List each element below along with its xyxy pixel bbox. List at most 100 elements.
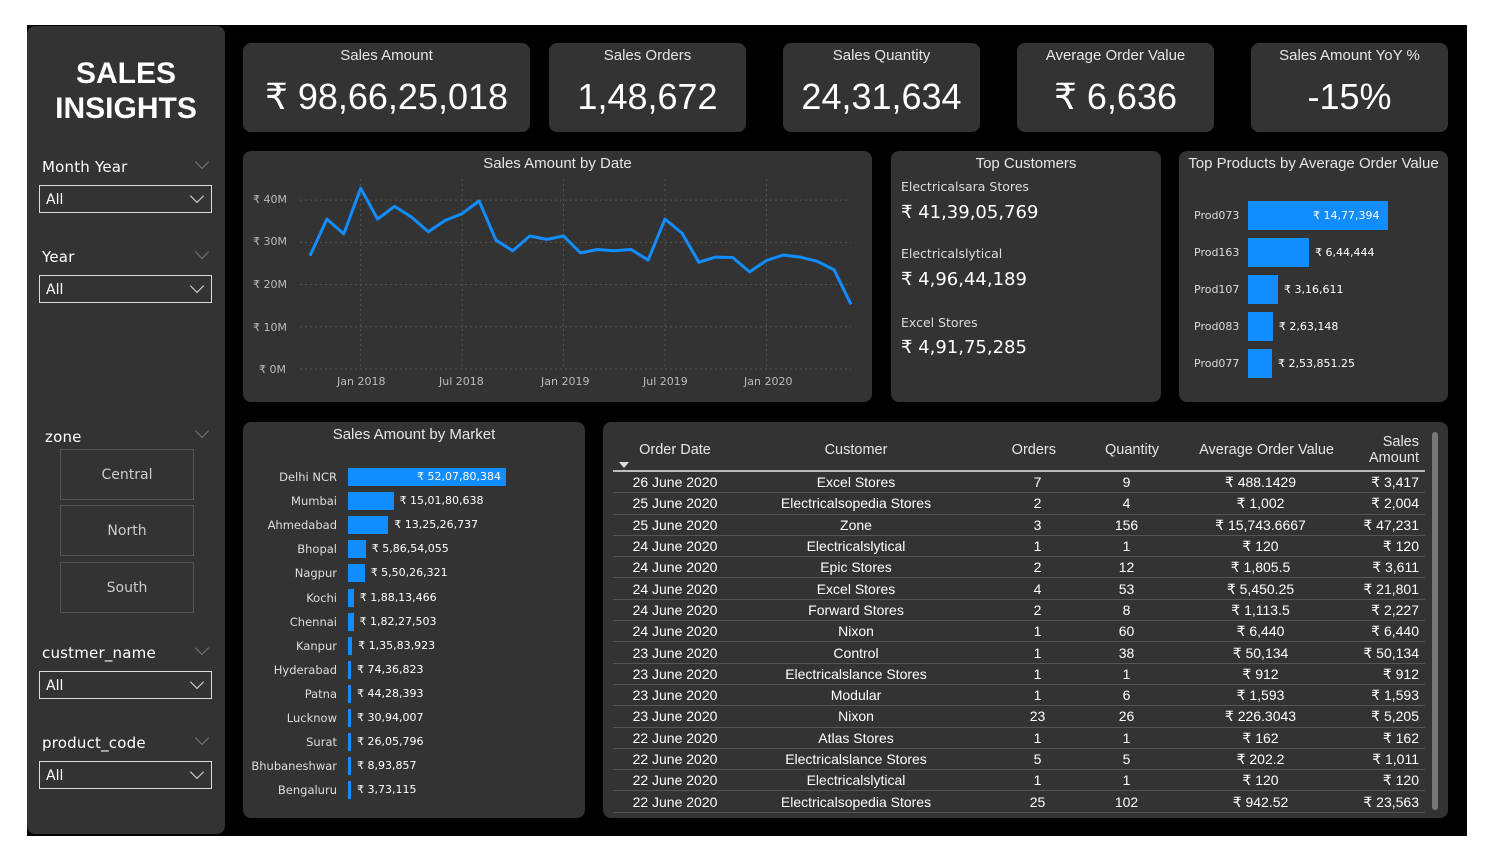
table-row[interactable]: 22 June 2020 Atlas Stores 1 1 ₹ 162 ₹ 162 bbox=[613, 727, 1425, 749]
table-cell: ₹ 15,743.6667 bbox=[1163, 514, 1338, 536]
sales-by-date-chart[interactable]: Sales Amount by Date ₹ 40M ₹ 30M ₹ 20M ₹… bbox=[243, 151, 872, 402]
year-label: Year bbox=[42, 248, 75, 266]
market-value-label: ₹ 1,35,83,923 bbox=[358, 638, 436, 652]
market-bar[interactable] bbox=[348, 684, 351, 703]
chevron-down-icon[interactable] bbox=[194, 154, 210, 170]
table-cell: 1 bbox=[975, 641, 1060, 664]
table-cell: 9 bbox=[1060, 471, 1163, 494]
zone-option-north[interactable]: North bbox=[60, 505, 194, 556]
kpi-label: Average Order Value bbox=[1045, 47, 1186, 64]
table-row[interactable]: 23 June 2020 Nixon 23 26 ₹ 226.3043 ₹ 5,205 bbox=[613, 705, 1425, 728]
table-cell: Electricalslance Stores bbox=[737, 663, 975, 685]
market-label: Kochi bbox=[306, 590, 337, 605]
market-label: Mumbai bbox=[291, 494, 337, 509]
market-bar[interactable] bbox=[348, 781, 351, 800]
table-cell: 12 bbox=[1060, 556, 1163, 579]
header-customer[interactable]: Customer bbox=[737, 430, 975, 472]
table-row[interactable]: 22 June 2020 Electricalsopedia Stores 25 10… bbox=[613, 790, 1425, 813]
header-sales-amount[interactable]: Sales Amount bbox=[1338, 430, 1425, 472]
table-cell: 38 bbox=[1060, 641, 1163, 664]
kpi-sales-yoy[interactable]: Sales Amount YoY % -15% bbox=[1251, 43, 1448, 132]
header-order-date[interactable]: Order Date bbox=[613, 430, 737, 472]
table-cell: Nixon bbox=[737, 620, 975, 643]
table-row[interactable]: 24 June 2020 Nixon 1 60 ₹ 6,440 ₹ 6,440 bbox=[613, 620, 1425, 643]
table-row[interactable]: 26 June 2020 Excel Stores 7 9 ₹ 488.1429 ₹ 3,… bbox=[613, 471, 1425, 494]
table-cell: 60 bbox=[1060, 620, 1163, 643]
table-cell: ₹ 2,004 bbox=[1338, 492, 1425, 515]
zone-option-central[interactable]: Central bbox=[60, 449, 194, 500]
table-cell: Excel Stores bbox=[737, 471, 975, 494]
market-bar[interactable] bbox=[348, 660, 351, 679]
table-row[interactable]: 24 June 2020 Epic Stores 2 12 ₹ 1,805.5 ₹ 3,6… bbox=[613, 556, 1425, 579]
product-label: Prod163 bbox=[1194, 246, 1240, 259]
table-row[interactable]: 23 June 2020 Electricalslance Stores 1 1 ₹ 9… bbox=[613, 663, 1425, 685]
table-scrollbar[interactable] bbox=[1432, 432, 1438, 810]
table-cell: 25 June 2020 bbox=[613, 492, 737, 515]
product-bar[interactable] bbox=[1248, 201, 1388, 230]
market-bar[interactable] bbox=[348, 636, 353, 655]
kpi-sales-orders[interactable]: Sales Orders 1,48,672 bbox=[549, 43, 746, 132]
market-bar[interactable] bbox=[348, 468, 506, 486]
market-bar[interactable] bbox=[348, 492, 394, 511]
table-row[interactable]: 22 June 2020 Electricalslance Stores 5 5 ₹ 2… bbox=[613, 748, 1425, 771]
header-average-order-value[interactable]: Average Order Value bbox=[1163, 430, 1338, 472]
kpi-average-order-value[interactable]: Average Order Value ₹ 6,636 bbox=[1017, 43, 1214, 132]
month-year-select[interactable]: All bbox=[39, 185, 212, 213]
customer-name: Electricalslytical bbox=[901, 246, 1003, 261]
table-cell: 102 bbox=[1060, 790, 1163, 813]
market-bar[interactable] bbox=[348, 757, 351, 776]
table-cell: 26 June 2020 bbox=[613, 471, 737, 494]
market-value-label: ₹ 26,05,796 bbox=[357, 735, 424, 749]
table-row[interactable]: 24 June 2020 Excel Stores 4 53 ₹ 5,450.25 ₹ 2… bbox=[613, 577, 1425, 600]
header-orders[interactable]: Orders bbox=[975, 430, 1060, 472]
chevron-down-icon[interactable] bbox=[194, 244, 210, 260]
table-row[interactable]: 24 June 2020 Forward Stores 2 8 ₹ 1,113.5 ₹ 2… bbox=[613, 599, 1425, 622]
market-bar[interactable] bbox=[348, 516, 389, 535]
product-select[interactable]: All bbox=[39, 761, 212, 789]
product-bar[interactable] bbox=[1248, 238, 1310, 267]
market-bar[interactable] bbox=[348, 588, 354, 607]
market-value-label: ₹ 74,36,823 bbox=[357, 662, 424, 676]
chevron-down-icon[interactable] bbox=[194, 640, 210, 656]
table-cell: 2 bbox=[975, 556, 1060, 579]
market-bar[interactable] bbox=[348, 709, 351, 727]
product-value-label: ₹ 3,16,611 bbox=[1284, 283, 1344, 296]
zone-option-south[interactable]: South bbox=[60, 562, 194, 613]
product-bar[interactable] bbox=[1248, 275, 1278, 304]
table-cell: 25 bbox=[975, 790, 1060, 813]
chevron-down-icon[interactable] bbox=[194, 730, 210, 746]
header-quantity[interactable]: Quantity bbox=[1060, 430, 1163, 472]
product-bar[interactable] bbox=[1248, 349, 1273, 378]
table-cell: Forward Stores bbox=[737, 599, 975, 622]
kpi-sales-quantity[interactable]: Sales Quantity 24,31,634 bbox=[783, 43, 980, 132]
product-bar[interactable] bbox=[1248, 312, 1273, 341]
market-bar[interactable] bbox=[348, 612, 354, 631]
table-cell: 22 June 2020 bbox=[613, 769, 737, 792]
customer-name: Electricalsara Stores bbox=[901, 179, 1029, 194]
table-row[interactable]: 24 June 2020 Electricalslytical 1 1 ₹ 120 ₹ 1… bbox=[613, 535, 1425, 558]
chevron-down-icon[interactable] bbox=[194, 423, 210, 439]
orders-table-panel[interactable]: Order Date Customer Orders Quantity Aver… bbox=[603, 422, 1448, 818]
table-row[interactable]: 25 June 2020 Electricalsopedia Stores 2 4 ₹ … bbox=[613, 492, 1425, 515]
kpi-sales-amount[interactable]: Sales Amount ₹ 98,66,25,018 bbox=[243, 43, 530, 132]
sales-line[interactable] bbox=[308, 186, 853, 306]
top-products-chart[interactable]: Top Products by Average Order Value Prod… bbox=[1179, 151, 1448, 402]
y-tick-label: ₹ 10M bbox=[253, 321, 287, 334]
market-bar[interactable] bbox=[348, 540, 366, 559]
sales-by-market-chart[interactable]: Sales Amount by Market Delhi NCR ₹ 52,07,… bbox=[243, 422, 585, 818]
top-customers-card[interactable]: Top Customers Electricalsara Stores ₹ 41… bbox=[891, 151, 1161, 402]
customer-select[interactable]: All bbox=[39, 671, 212, 699]
customer-name: Excel Stores bbox=[901, 315, 978, 330]
table-row[interactable]: 22 June 2020 Electricalslytical 1 1 ₹ 120 ₹ 1… bbox=[613, 769, 1425, 792]
table-row[interactable]: 23 June 2020 Modular 1 6 ₹ 1,593 ₹ 1,593 bbox=[613, 684, 1425, 707]
table-cell: 24 June 2020 bbox=[613, 599, 737, 622]
market-value-label: ₹ 1,82,27,503 bbox=[359, 614, 437, 628]
x-tick-label: Jul 2018 bbox=[439, 375, 484, 388]
table-row[interactable]: 23 June 2020 Control 1 38 ₹ 50,134 ₹ 50,134 bbox=[613, 641, 1425, 664]
table-row[interactable]: 25 June 2020 Zone 3 156 ₹ 15,743.6667 ₹ 47,23… bbox=[613, 514, 1425, 536]
table-cell: ₹ 120 bbox=[1338, 769, 1425, 792]
market-bar[interactable] bbox=[348, 564, 365, 583]
year-select[interactable]: All bbox=[39, 275, 212, 303]
table-cell: ₹ 47,231 bbox=[1338, 514, 1425, 536]
market-bar[interactable] bbox=[348, 733, 351, 752]
